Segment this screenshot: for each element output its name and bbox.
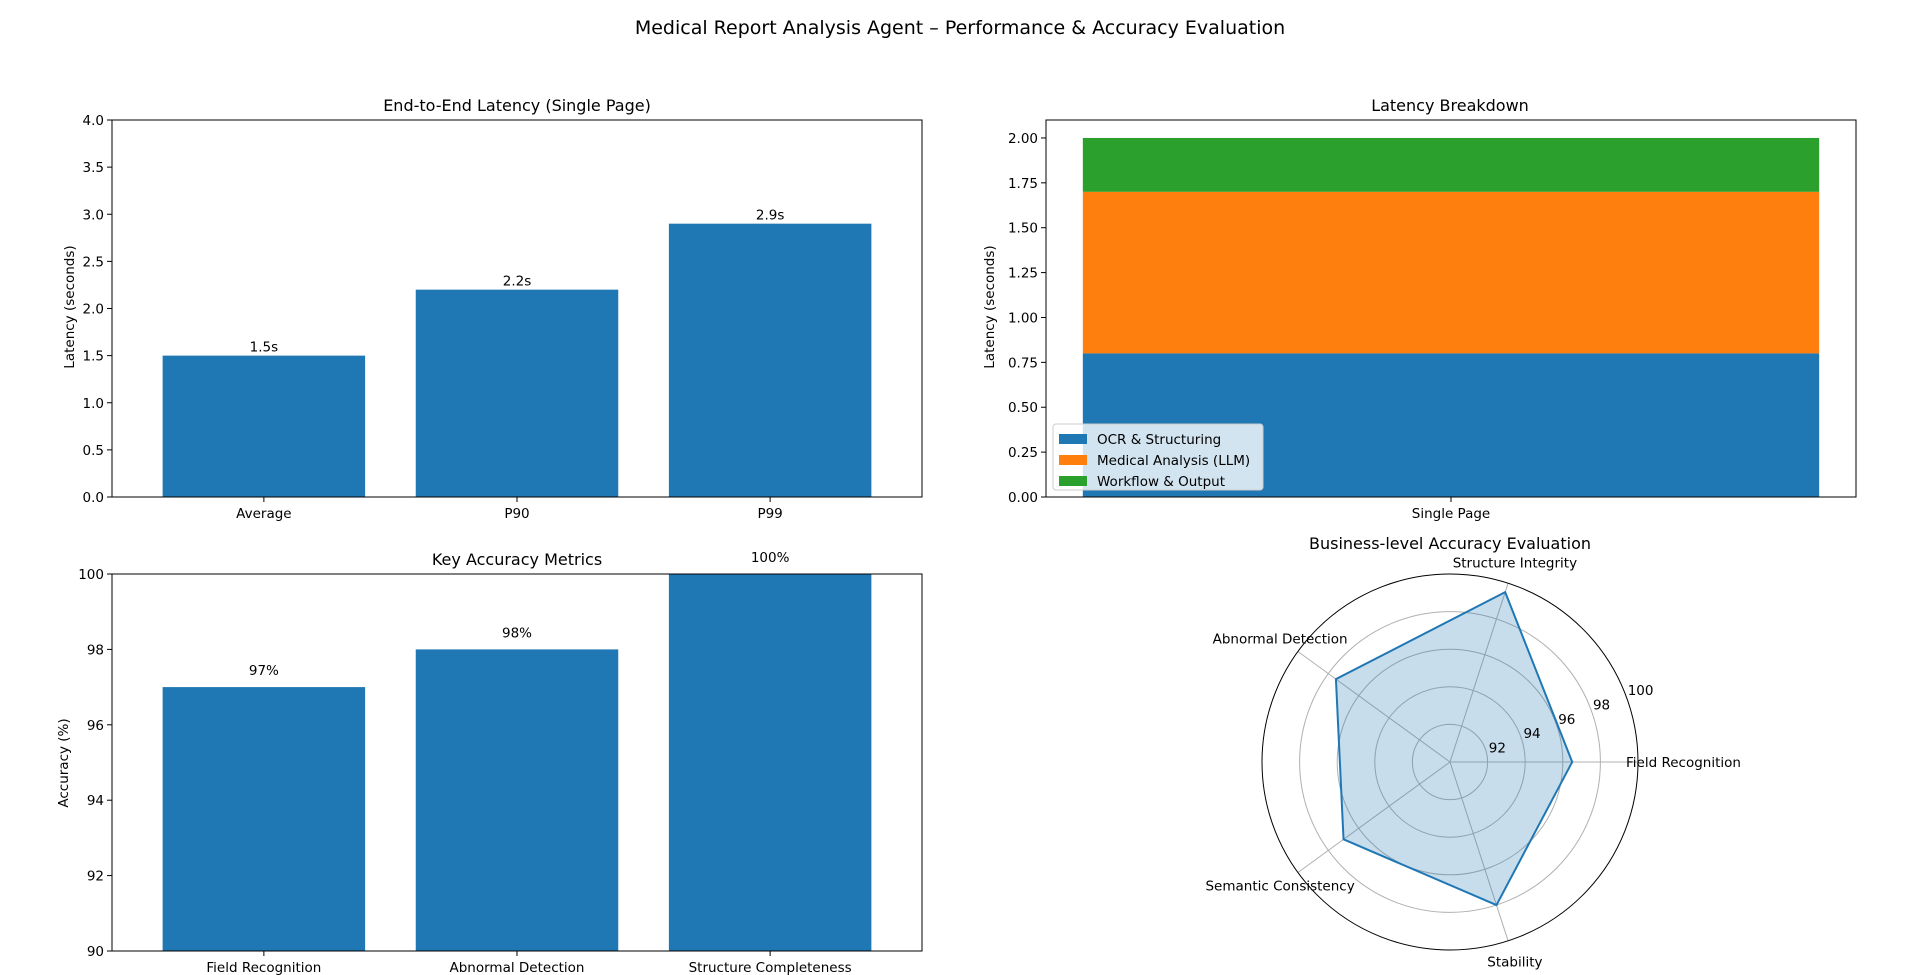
radar-axis-label: Field Recognition [1626,755,1741,771]
latency-bar [162,355,366,497]
latency-data-label: 2.9s [756,208,785,224]
radar-spoke [1297,651,1451,763]
accuracy-ytick-label: 94 [87,793,104,809]
latency-ytick-label: 2.5 [83,254,104,270]
latency-ytick-label: 4.0 [83,113,104,129]
radar-spoke [1449,761,1509,941]
latency-xtick-label: P90 [504,506,529,522]
accuracy-chart-ylabel: Accuracy (%) [56,718,72,807]
latency-ytick-label: 0.0 [83,490,104,506]
legend-label: Workflow & Output [1097,474,1225,490]
accuracy-data-label: 100% [751,550,790,566]
breakdown-ytick-label: 1.50 [1008,221,1038,237]
latency-data-label: 2.2s [503,274,532,290]
radar-axis-label: Abnormal Detection [1213,632,1348,648]
radar-rtick-label: 94 [1523,726,1540,742]
accuracy-chart-title: Key Accuracy Metrics [432,550,602,569]
legend-label: Medical Analysis (LLM) [1097,453,1250,469]
accuracy-data-label: 98% [502,625,532,641]
breakdown-chart-ylabel: Latency (seconds) [982,245,998,368]
accuracy-data-label: 97% [249,663,279,679]
latency-ytick-label: 3.0 [83,207,104,223]
radar-axis-label: Structure Integrity [1453,555,1577,571]
accuracy-xtick-label: Structure Completeness [689,960,852,975]
latency-chart-ylabel: Latency (seconds) [62,245,78,368]
breakdown-segment [1082,137,1820,192]
legend-swatch [1059,434,1087,444]
accuracy-ytick-label: 96 [87,718,104,734]
radar-spoke [1297,761,1451,873]
legend-swatch [1059,476,1087,486]
breakdown-chart-title: Latency Breakdown [1371,96,1529,115]
latency-ytick-label: 1.0 [83,396,104,412]
breakdown-legend [1052,423,1264,491]
accuracy-ytick-label: 100 [78,567,104,583]
radar-axis-label: Stability [1487,955,1542,971]
breakdown-ytick-label: 0.50 [1008,400,1038,416]
breakdown-ytick-label: 1.25 [1008,266,1038,282]
latency-bar [668,223,872,498]
accuracy-chart: Key Accuracy Metrics Accuracy (%) Field … [56,550,923,975]
accuracy-bar [668,574,872,951]
latency-bar [415,289,619,497]
breakdown-xtick-label: Single Page [1412,506,1490,522]
figure-title: Medical Report Analysis Agent – Performa… [635,17,1285,39]
breakdown-ytick-label: 0.75 [1008,355,1038,371]
latency-data-label: 1.5s [250,340,279,356]
radar-area [1334,590,1574,907]
radar-rtick-label: 96 [1558,712,1575,728]
breakdown-chart: Latency Breakdown Latency (seconds) Sing… [982,96,1857,522]
accuracy-xtick-label: Field Recognition [206,960,321,975]
legend-label: OCR & Structuring [1097,432,1221,448]
breakdown-ytick-label: 0.00 [1008,490,1038,506]
radar-rtick-label: 98 [1593,697,1610,713]
latency-chart-title: End-to-End Latency (Single Page) [383,96,651,115]
latency-ytick-label: 2.0 [83,302,104,318]
accuracy-ytick-label: 90 [87,944,104,960]
latency-ytick-label: 1.5 [83,349,104,365]
radar-rtick-label: 92 [1489,741,1506,757]
breakdown-ytick-label: 0.25 [1008,445,1038,461]
accuracy-ytick-label: 98 [87,642,104,658]
accuracy-bar [162,687,366,951]
radar-spoke [1449,583,1509,763]
breakdown-ytick-label: 1.00 [1008,310,1038,326]
latency-chart: End-to-End Latency (Single Page) Latency… [62,96,923,522]
accuracy-xtick-label: Abnormal Detection [450,960,585,975]
breakdown-segment [1082,191,1820,354]
accuracy-ytick-label: 92 [87,869,104,885]
radar-frame [1261,573,1639,951]
radar-chart: Business-level Accuracy Evaluation 92 94 9… [1205,534,1740,971]
radar-chart-title: Business-level Accuracy Evaluation [1309,534,1591,553]
breakdown-ytick-label: 2.00 [1008,131,1038,147]
latency-xtick-label: P99 [757,506,782,522]
radar-rtick-label: 100 [1628,683,1654,699]
latency-xtick-label: Average [236,506,291,522]
accuracy-bar [415,649,619,951]
latency-ytick-label: 3.5 [83,160,104,176]
radar-axis-label: Semantic Consistency [1205,878,1354,894]
breakdown-ytick-label: 1.75 [1008,176,1038,192]
latency-ytick-label: 0.5 [83,443,104,459]
legend-swatch [1059,455,1087,465]
